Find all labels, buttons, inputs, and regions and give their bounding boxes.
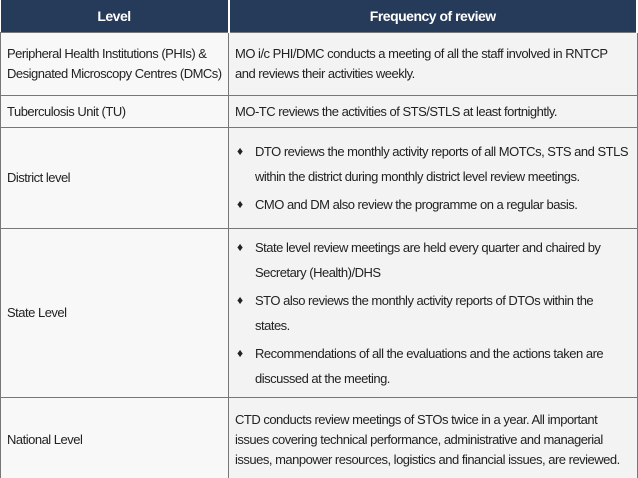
- table-row: National Level CTD conducts review meetin…: [0, 397, 638, 478]
- review-cell: DTO reviews the monthly activity reports…: [228, 127, 638, 229]
- table-row: Peripheral Health Institutions (PHIs) & …: [0, 32, 638, 96]
- bullet-item: CMO and DM also review the programme on …: [235, 192, 631, 217]
- bullet-list: State level review meetings are held eve…: [235, 235, 631, 391]
- level-cell: National Level: [0, 397, 229, 478]
- table-row: Tuberculosis Unit (TU) MO-TC reviews the …: [0, 95, 638, 128]
- review-cell: CTD conducts review meetings of STOs twi…: [228, 397, 638, 478]
- header-cell: Frequency of review: [228, 0, 638, 33]
- bullet-item: DTO reviews the monthly activity reports…: [235, 139, 631, 189]
- header-cell: Level: [0, 0, 230, 33]
- table-body: Peripheral Health Institutions (PHIs) & …: [0, 32, 638, 478]
- table-row: State LevelState level review meetings a…: [0, 228, 638, 398]
- level-cell: State Level: [0, 228, 229, 398]
- level-cell: District level: [0, 127, 229, 229]
- bullet-list: DTO reviews the monthly activity reports…: [235, 139, 631, 217]
- bullet-item: Recommendations of all the evaluations a…: [235, 341, 631, 391]
- table-row: District levelDTO reviews the monthly ac…: [0, 127, 638, 229]
- header-row: Level Frequency of review: [0, 0, 638, 33]
- review-cell: MO i/c PHI/DMC conducts a meeting of all…: [228, 32, 638, 96]
- bullet-item: State level review meetings are held eve…: [235, 235, 631, 285]
- level-cell: Tuberculosis Unit (TU): [0, 95, 229, 128]
- bullet-item: STO also reviews the monthly activity re…: [235, 288, 631, 338]
- review-cell: MO-TC reviews the activities of STS/STLS…: [228, 95, 638, 128]
- review-cell: State level review meetings are held eve…: [228, 228, 638, 398]
- level-cell: Peripheral Health Institutions (PHIs) & …: [0, 32, 229, 96]
